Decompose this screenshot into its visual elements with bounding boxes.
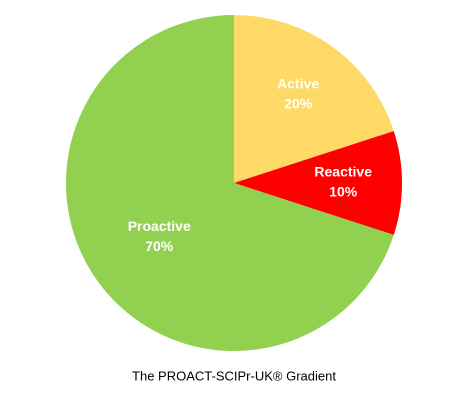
pie-slice <box>66 15 394 351</box>
slice-value-label: 10% <box>329 184 358 200</box>
slice-label: Active <box>277 75 319 91</box>
slice-label: Reactive <box>314 164 372 180</box>
pie-slice <box>234 15 394 183</box>
slice-value-label: 20% <box>284 95 313 111</box>
chart-title: The PROACT-SCIPr-UK® Gradient <box>132 368 336 383</box>
pie-slice <box>234 131 402 235</box>
slice-label: Proactive <box>128 218 191 234</box>
slice-value-label: 70% <box>145 238 174 254</box>
